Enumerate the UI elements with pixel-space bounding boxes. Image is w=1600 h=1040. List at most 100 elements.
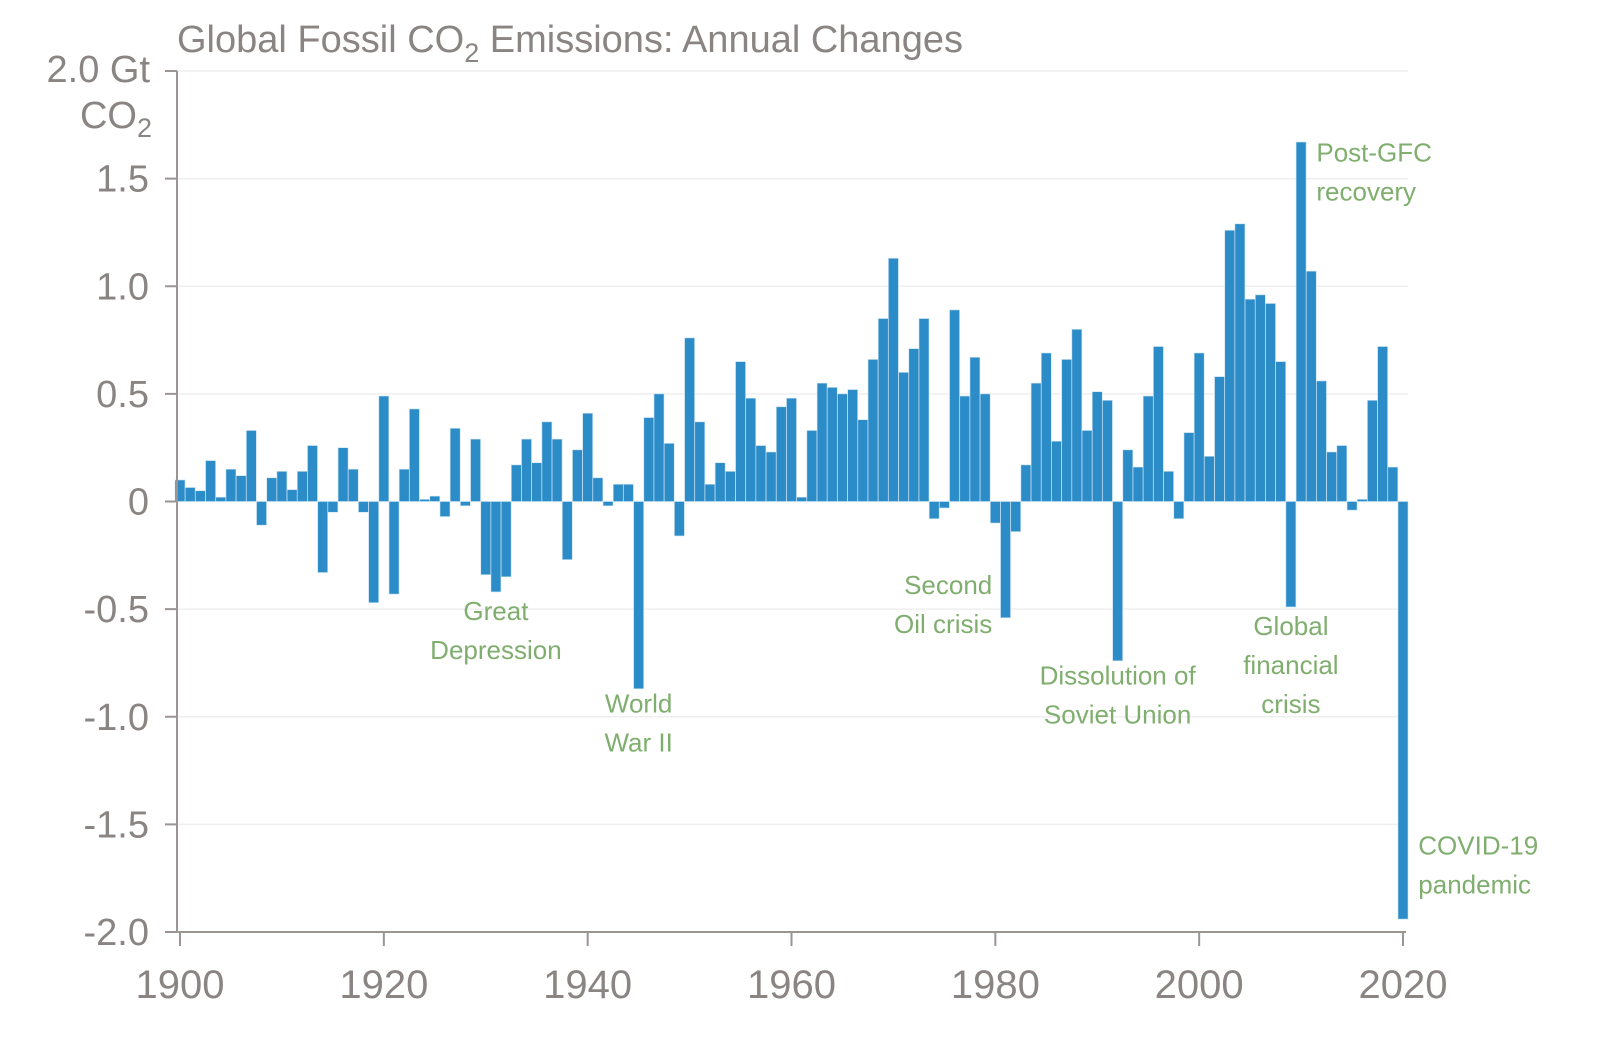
bar-1926 <box>439 501 451 517</box>
annotation-line: Second <box>904 570 992 600</box>
bar-1952 <box>704 483 716 502</box>
bar-1902 <box>195 490 206 502</box>
annotation-line: Global <box>1253 611 1328 641</box>
bar-2016 <box>1356 499 1368 502</box>
y-unit-label-line1: 2.0 Gt <box>47 49 151 91</box>
bar-1920 <box>378 395 390 502</box>
bar-1974 <box>928 501 940 520</box>
bar-1969 <box>877 318 889 502</box>
bar-1908 <box>256 501 267 526</box>
annotation-line: financial <box>1243 650 1338 680</box>
chart-title: Global Fossil CO2 Emissions: Annual Chan… <box>177 19 963 68</box>
bar-1951 <box>694 421 706 502</box>
bar-1964 <box>826 387 838 502</box>
bar-2008 <box>1275 361 1286 502</box>
bar-2011 <box>1305 270 1317 502</box>
bar-1918 <box>358 501 369 513</box>
bar-1966 <box>847 389 858 502</box>
bar-2020 <box>1397 501 1409 920</box>
bar-1988 <box>1071 328 1083 502</box>
bar-1977 <box>959 395 971 502</box>
bar-1943 <box>612 483 624 502</box>
bar-1901 <box>184 487 196 502</box>
bar-1929 <box>470 438 481 502</box>
x-tick-label: 1960 <box>747 963 836 1007</box>
bar-1916 <box>337 447 349 502</box>
bar-1965 <box>837 393 848 502</box>
x-tick-label: 2020 <box>1359 963 1448 1007</box>
bar-1935 <box>531 462 543 502</box>
x-tick-label: 1920 <box>339 963 428 1007</box>
bar-1995 <box>1142 395 1154 502</box>
annotation-line: War II <box>604 727 672 757</box>
bar-1980 <box>990 501 1001 524</box>
bar-1953 <box>714 462 726 502</box>
bar-1904 <box>215 496 227 502</box>
bar-1915 <box>327 501 339 513</box>
bar-1947 <box>653 393 665 502</box>
bar-1924 <box>419 499 430 502</box>
x-tick-label: 1900 <box>136 963 225 1007</box>
annotation: Post-GFC recovery <box>1316 137 1432 206</box>
bar-1933 <box>511 464 522 502</box>
bar-1921 <box>388 501 400 595</box>
bar-1994 <box>1132 466 1144 502</box>
x-tick-label: 1980 <box>951 963 1040 1007</box>
bar-1913 <box>307 445 318 502</box>
bar-1956 <box>745 397 757 502</box>
gridlines <box>177 70 1408 826</box>
annotation-line: recovery <box>1316 176 1416 206</box>
annotation-line: COVID-19 <box>1418 831 1538 861</box>
bar-2004 <box>1234 223 1246 502</box>
y-tick-label: 1.5 <box>96 159 149 201</box>
bar-1938 <box>561 501 573 560</box>
bar-1957 <box>755 445 767 502</box>
bar-1934 <box>521 438 532 502</box>
x-axis-ticks: 1900 1920 1940 1960 1980 2000 2020 <box>136 932 1448 1007</box>
y-tick-label: -1.5 <box>84 804 149 846</box>
bar-1955 <box>735 361 746 502</box>
bar-1914 <box>317 501 328 573</box>
bar-1917 <box>347 468 359 502</box>
bar-1976 <box>949 309 960 502</box>
bar-1927 <box>449 428 461 502</box>
y-tick-label: 0 <box>128 482 149 524</box>
bar-2006 <box>1255 294 1266 502</box>
bar-1970 <box>888 257 899 502</box>
bar-1958 <box>765 451 777 502</box>
bar-1975 <box>939 501 950 509</box>
bar-1925 <box>429 495 441 502</box>
bar-1932 <box>500 501 512 578</box>
bar-1919 <box>368 501 379 603</box>
bar-1912 <box>297 471 308 502</box>
bar-2013 <box>1326 451 1337 502</box>
bar-1973 <box>918 318 930 502</box>
bar-1939 <box>572 449 583 502</box>
bar-1944 <box>623 483 634 502</box>
y-axis-ticks: 1.5 1.0 0.5 0 -0.5 -1.0 -1.5 -2.0 <box>84 70 177 954</box>
bar-2009 <box>1285 501 1297 608</box>
bar-1936 <box>541 421 553 502</box>
bar-2015 <box>1346 501 1358 511</box>
bar-2017 <box>1367 400 1378 502</box>
bar-1937 <box>551 438 563 502</box>
bar-2010 <box>1295 141 1307 502</box>
bar-1992 <box>1112 501 1123 662</box>
bar-1945 <box>633 501 644 690</box>
bar-1987 <box>1061 359 1072 502</box>
bar-1968 <box>867 359 879 502</box>
annotation-line: Dissolution of <box>1040 660 1197 690</box>
bar-1963 <box>816 382 828 502</box>
bar-1954 <box>725 471 736 502</box>
bar-1910 <box>276 471 288 502</box>
bar-1961 <box>796 496 807 502</box>
annotation-line: Post-GFC <box>1316 137 1432 167</box>
bar-1941 <box>592 477 604 502</box>
bars <box>174 141 1409 920</box>
x-tick-label: 1940 <box>543 963 632 1007</box>
bar-2012 <box>1316 380 1327 502</box>
bar-1959 <box>776 406 787 502</box>
bar-1940 <box>582 412 593 502</box>
y-tick-label: -1.0 <box>84 697 149 739</box>
